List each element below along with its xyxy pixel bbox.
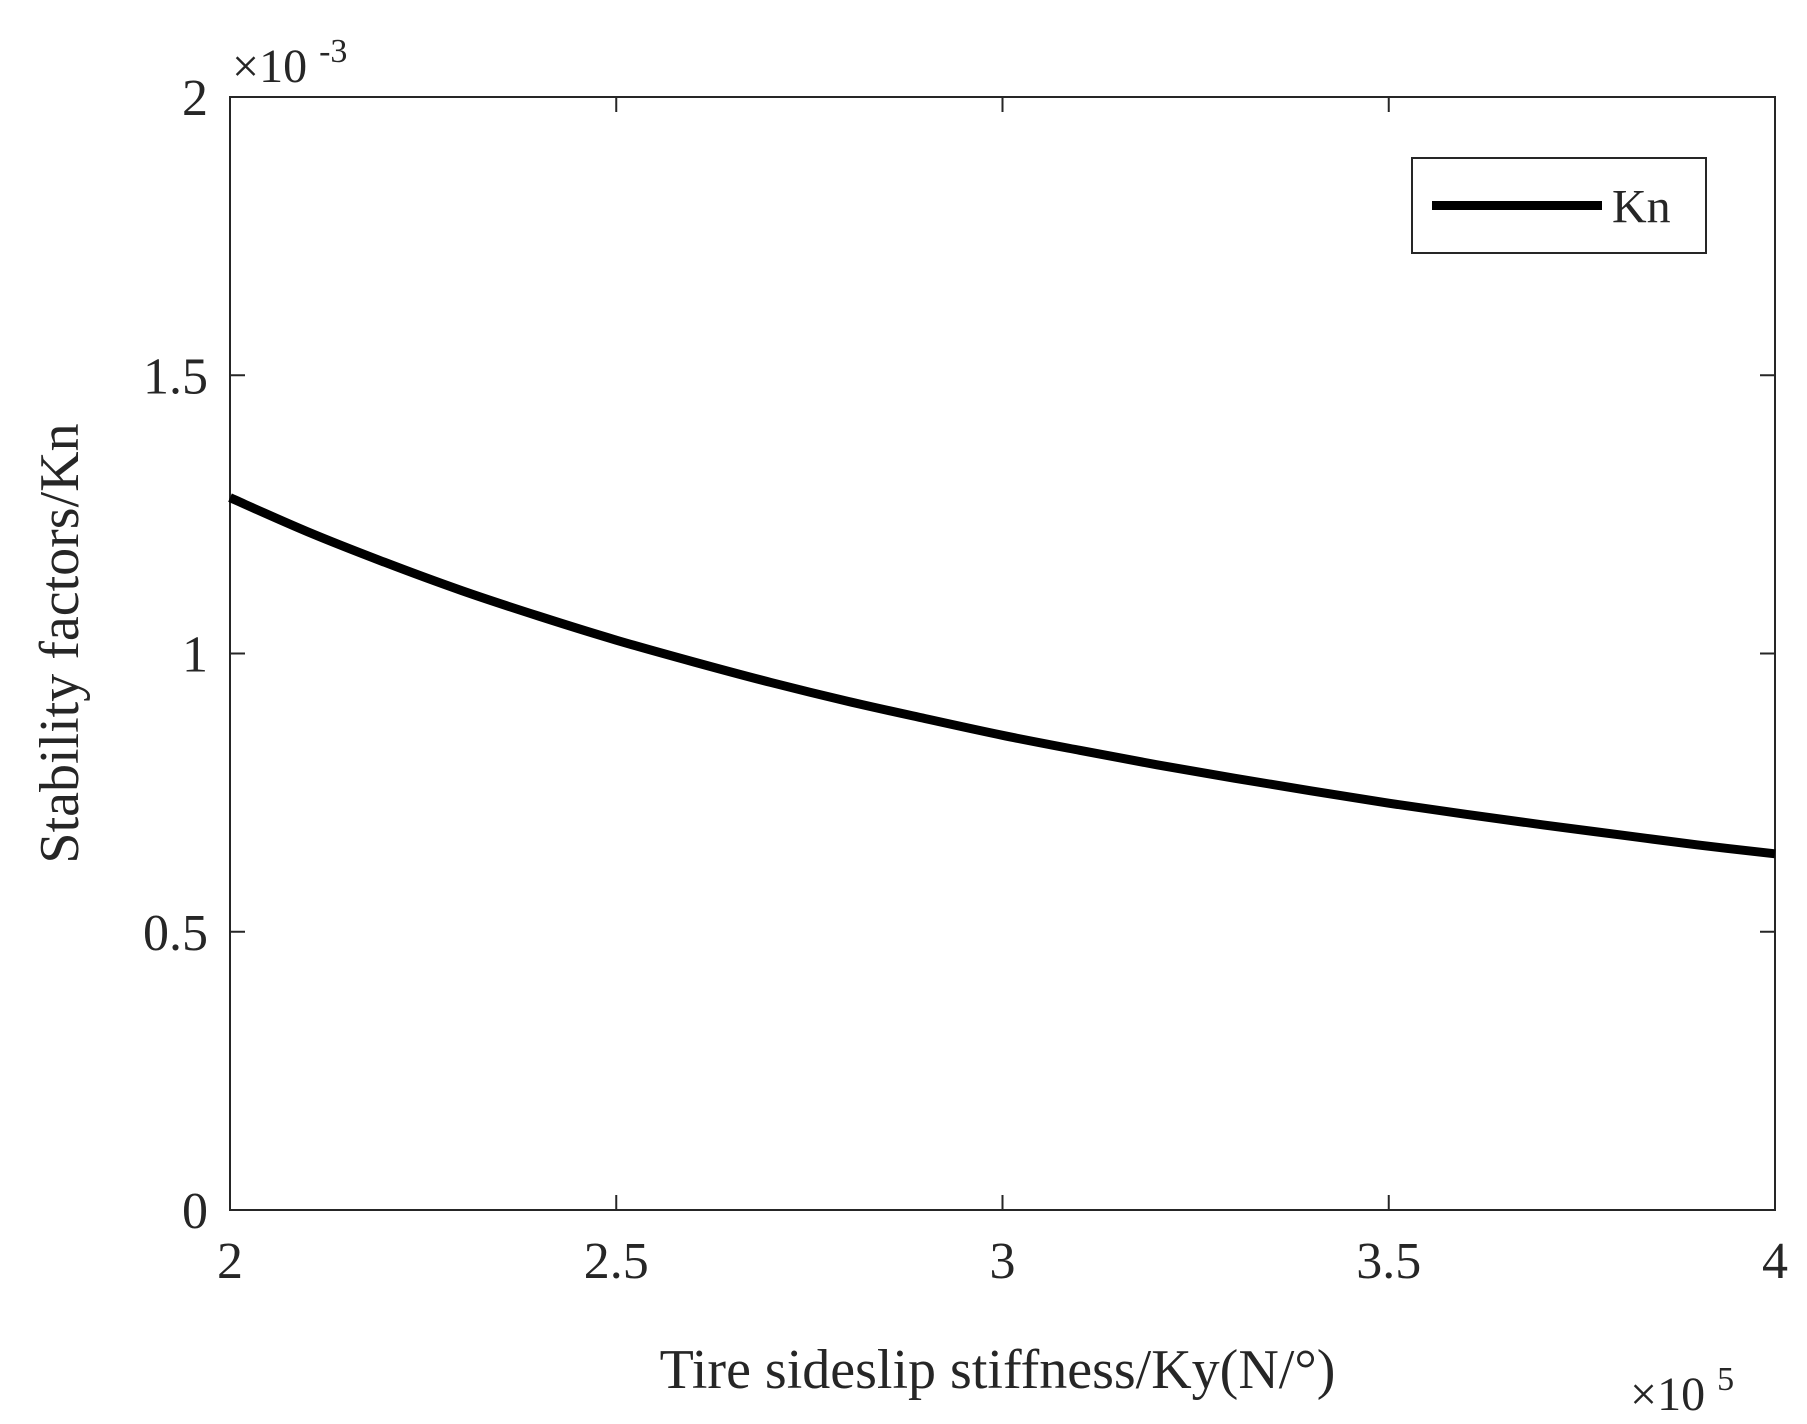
y-multiplier-base: ×10 (232, 40, 307, 93)
x-multiplier-base: ×10 (1630, 1368, 1705, 1419)
x-tick-label: 4 (1762, 1233, 1788, 1290)
y-multiplier-exponent: -3 (319, 33, 347, 70)
legend: Kn (1411, 157, 1707, 254)
y-axis-label: Stability factors/Kn (29, 423, 91, 863)
y-tick-label: 2 (182, 70, 208, 127)
y-tick-label: 1 (182, 627, 208, 684)
series-line-kn (228, 493, 1776, 859)
x-axis-label: Tire sideslip stiffness/Ky(N/°) (660, 1339, 1336, 1401)
y-tick-label: 0.5 (143, 905, 208, 962)
series-lines (228, 493, 1776, 859)
axis-ticks (229, 96, 1776, 1211)
x-multiplier-exponent: 5 (1717, 1361, 1734, 1398)
plot-area (229, 96, 1776, 1211)
y-axis-multiplier: ×10 -3 (232, 33, 347, 93)
x-tick-label: 3 (990, 1233, 1016, 1290)
x-axis-multiplier: ×10 5 (1630, 1361, 1734, 1419)
legend-label-kn: Kn (1612, 181, 1671, 234)
axes-frame (229, 96, 1776, 1211)
x-tick-label: 2.5 (584, 1233, 649, 1290)
y-tick-label: 1.5 (143, 348, 208, 405)
x-tick-label: 2 (217, 1233, 243, 1290)
x-tick-label: 3.5 (1356, 1233, 1421, 1290)
axis-tick-labels: 2 2.5 3 3.5 4 0 0.5 1 1.5 2 (143, 70, 1788, 1290)
y-tick-label: 0 (182, 1183, 208, 1240)
